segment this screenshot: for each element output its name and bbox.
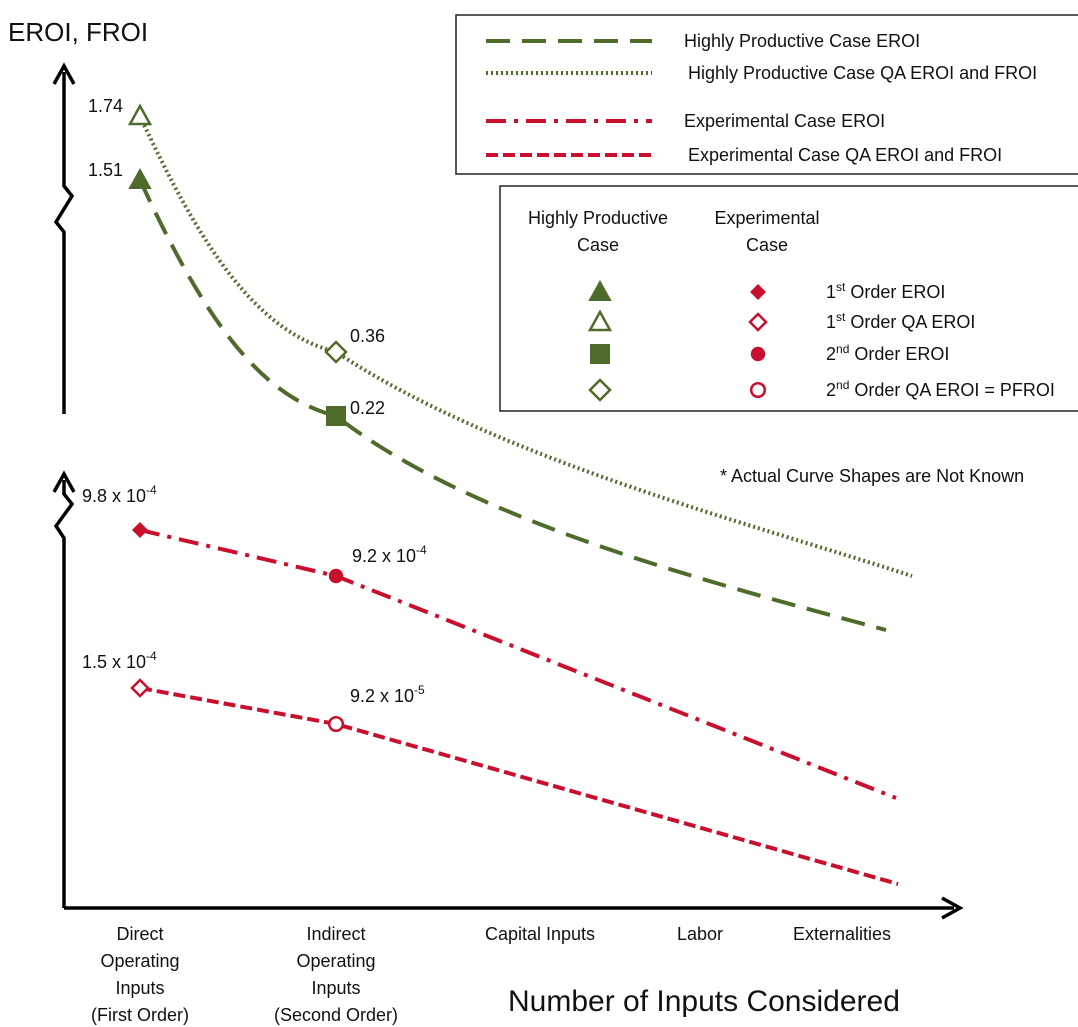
legend-marker-label: 2nd Order QA EROI = PFROI [826,378,1055,400]
line-style-legend: Highly Productive Case EROI Highly Produc… [455,14,1078,175]
series-line [138,115,913,578]
open-diamond-icon [588,378,612,402]
data-label: 1.51 [88,160,123,180]
x-tick-label: Indirect Operating Inputs (Second Order) [274,924,398,1025]
marker-legend-header-hp-2: Case [577,235,619,255]
y-axis-lower [52,470,76,908]
legend-marker-label: 1st Order QA EROI [826,310,975,332]
marker-legend: Highly Productive Case Experimental Case… [499,185,1078,412]
legend-line-label: Highly Productive Case EROI [684,31,920,51]
x-axis-title: Number of Inputs Considered [508,985,900,1018]
data-point-marker [132,522,148,538]
filled-square-icon [590,344,610,364]
data-label: 0.36 [350,326,385,346]
x-tick-label: Labor [677,924,723,944]
series-line [138,179,887,632]
x-tick-label: Capital Inputs [485,924,595,944]
filled-circle-icon [750,346,766,362]
marker-legend-header-exp: Experimental [714,208,819,228]
x-tick-label: Direct Operating Inputs (First Order) [91,924,189,1025]
data-point-marker [328,568,344,584]
series-line [139,528,897,800]
marker-legend-header-hp: Highly Productive [528,208,668,228]
data-point-marker [130,678,150,698]
y-axis-title: EROI, FROI [8,17,148,47]
data-label: 9.2 x 10-4 [352,543,427,566]
data-label: 1.5 x 10-4 [82,649,157,672]
data-label: 9.2 x 10-5 [350,683,425,706]
data-label: 0.22 [350,398,385,418]
open-diamond-icon [748,312,768,332]
data-label: 1.74 [88,96,123,116]
open-triangle-icon [587,309,613,332]
series-line [139,686,899,886]
legend-line-label: Experimental Case QA EROI and FROI [688,145,1002,165]
curve-shape-note: * Actual Curve Shapes are Not Known [720,466,1024,486]
filled-triangle-icon [588,279,612,301]
data-point-marker [327,715,345,733]
open-circle-icon [749,381,767,399]
legend-line-label: Experimental Case EROI [684,111,885,131]
x-axis [64,896,964,920]
y-axis-upper [52,62,76,414]
legend-marker-label: 1st Order EROI [826,280,945,302]
marker-legend-header-exp-2: Case [746,235,788,255]
x-tick-label: Externalities [793,924,891,944]
data-point-marker [127,103,153,126]
data-label: 9.8 x 10-4 [82,483,157,506]
legend-line-label: Highly Productive Case QA EROI and FROI [688,63,1037,83]
filled-diamond-icon [750,284,766,300]
legend-marker-label: 2nd Order EROI [826,342,949,364]
data-point-marker [326,406,346,426]
data-point-marker [324,340,348,364]
data-point-marker [128,167,152,189]
